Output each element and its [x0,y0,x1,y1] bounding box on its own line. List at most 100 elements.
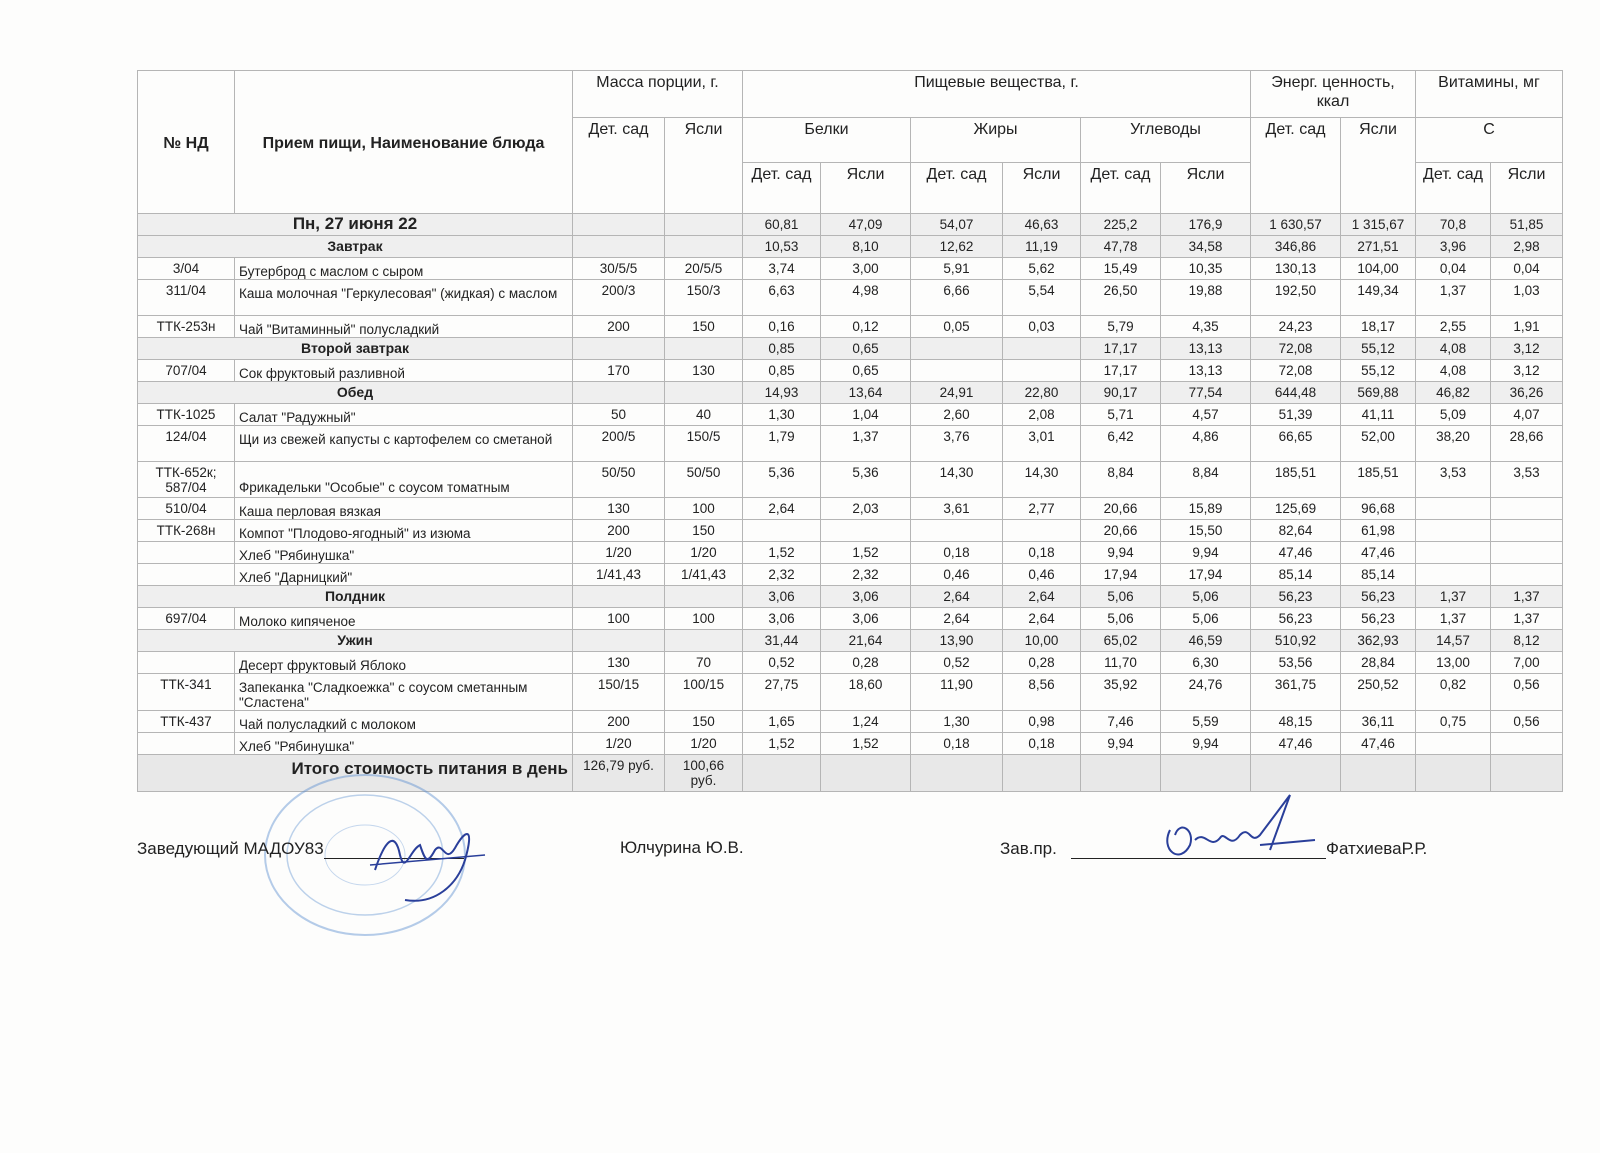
cell-energy-nursery: 18,17 [1340,315,1416,338]
cell-fats-nursery: 14,30 [1002,461,1081,498]
cell-carbs-kinder: 8,84 [1080,461,1161,498]
cell-carbs-nursery: 8,84 [1160,461,1251,498]
cell-dish-name: Бутерброд с маслом с сыром [234,257,573,280]
cell-vitc-nursery [1490,497,1563,520]
cell-mass-nursery [664,213,743,236]
cell-fats-kinder: 2,60 [910,403,1003,426]
cell-carbs-kinder: 90,17 [1080,381,1161,404]
cell-mass-kinder: 200 [572,315,665,338]
header-mass-kinder: Дет. сад [572,117,665,214]
table-row: 3/04 Бутерброд с маслом с сыром 30/5/5 20/5… [137,257,1563,280]
cell-vitc-kinder: 0,75 [1415,710,1491,733]
header-vitc-nursery: Ясли [1490,162,1563,214]
cell-proteins-nursery: 3,00 [820,257,911,280]
cell-carbs-nursery: 17,94 [1160,563,1251,586]
section-label: Ужин [137,629,573,652]
header-carbs-kinder: Дет. сад [1080,162,1161,214]
cell-fats-kinder: 13,90 [910,629,1003,652]
cell-vitc-nursery [1490,519,1563,542]
cell-mass-kinder: 200/5 [572,425,665,462]
cell-mass-nursery [664,585,743,608]
cell-vitc-kinder: 14,57 [1415,629,1491,652]
cell-carbs-kinder: 5,71 [1080,403,1161,426]
cell-proteins-kinder: 0,85 [742,359,821,382]
cell-proteins-nursery: 0,12 [820,315,911,338]
cell-vitc-nursery: 1,91 [1490,315,1563,338]
header-carbs: Углеводы [1080,117,1251,163]
cell-nd [137,732,235,755]
cell-mass-nursery [664,235,743,258]
cell-dish-name: Каша перловая вязкая [234,497,573,520]
cell-carbs-nursery: 19,88 [1160,279,1251,316]
cell-proteins-nursery: 47,09 [820,213,911,236]
cell-energy-nursery: 56,23 [1340,607,1416,630]
cell-vitc-kinder [1415,519,1491,542]
cell-mass-nursery: 1/20 [664,541,743,564]
cell-mass-nursery: 50/50 [664,461,743,498]
cell-fats-nursery: 0,98 [1002,710,1081,733]
table-row: ТТК-437 Чай полусладкий с молоком 200 150 1,… [137,710,1563,733]
cell-fats-nursery: 5,62 [1002,257,1081,280]
cell-proteins-kinder: 27,75 [742,673,821,711]
cell-energy-nursery: 1 315,67 [1340,213,1416,236]
header-nd: № НД [137,70,235,214]
cell-proteins-nursery: 21,64 [820,629,911,652]
cell-proteins-nursery: 3,06 [820,607,911,630]
cell-mass-kinder: 170 [572,359,665,382]
cell-proteins-nursery: 1,52 [820,541,911,564]
cell-fats-kinder: 0,18 [910,732,1003,755]
head-signature-icon [369,833,486,902]
cell-dish-name: Хлеб "Рябинушка" [234,732,573,755]
cell-vitc-kinder [1415,732,1491,755]
cell-energy-kinder: 346,86 [1250,235,1341,258]
cell-mass-nursery: 40 [664,403,743,426]
cell-mass-kinder: 1/41,43 [572,563,665,586]
cell-mass-nursery: 100,66 руб. [664,754,743,792]
table-row: 311/04 Каша молочная "Геркулесовая" (жидк… [137,279,1563,316]
cell-dish-name: Хлеб "Рябинушка" [234,541,573,564]
cell-energy-kinder: 125,69 [1250,497,1341,520]
cell-nd: ТТК-1025 [137,403,235,426]
cell-proteins-kinder: 1,79 [742,425,821,462]
cell-nd: 124/04 [137,425,235,462]
cell-mass-nursery: 1/41,43 [664,563,743,586]
cell-vitc-kinder: 1,37 [1415,607,1491,630]
cell-fats-nursery [1002,337,1081,360]
cell-nd: 510/04 [137,497,235,520]
cell-carbs-nursery: 5,06 [1160,607,1251,630]
cell-carbs-nursery: 77,54 [1160,381,1251,404]
cell-carbs-nursery: 34,58 [1160,235,1251,258]
cell-vitc-kinder [1415,754,1491,792]
cell-mass-nursery [664,381,743,404]
cell-vitc-nursery [1490,563,1563,586]
cell-carbs-kinder: 9,94 [1080,541,1161,564]
cell-vitc-nursery: 1,37 [1490,607,1563,630]
table-row: 707/04 Сок фруктовый разливной 170 130 0,85 0… [137,359,1563,382]
cell-energy-kinder: 1 630,57 [1250,213,1341,236]
cell-carbs-nursery: 9,94 [1160,541,1251,564]
cell-energy-kinder: 361,75 [1250,673,1341,711]
cell-carbs-kinder: 35,92 [1080,673,1161,711]
cell-proteins-kinder: 14,93 [742,381,821,404]
cell-fats-kinder: 24,91 [910,381,1003,404]
cell-fats-nursery [1002,754,1081,792]
cell-energy-nursery: 569,88 [1340,381,1416,404]
cell-mass-nursery: 70 [664,651,743,674]
cell-nd: ТТК-268н [137,519,235,542]
cell-vitc-nursery: 28,66 [1490,425,1563,462]
cell-fats-nursery: 0,03 [1002,315,1081,338]
cell-fats-nursery [1002,359,1081,382]
cell-fats-kinder: 54,07 [910,213,1003,236]
section-label: Полдник [137,585,573,608]
cell-proteins-kinder: 3,74 [742,257,821,280]
cell-carbs-nursery: 5,06 [1160,585,1251,608]
cell-vitc-kinder: 4,08 [1415,337,1491,360]
cell-proteins-nursery: 1,24 [820,710,911,733]
cell-fats-kinder: 2,64 [910,585,1003,608]
cell-energy-nursery: 185,51 [1340,461,1416,498]
cell-vitc-kinder: 70,8 [1415,213,1491,236]
cell-fats-kinder [910,519,1003,542]
cell-nd: ТТК-437 [137,710,235,733]
cell-fats-nursery: 2,08 [1002,403,1081,426]
cell-mass-kinder: 30/5/5 [572,257,665,280]
